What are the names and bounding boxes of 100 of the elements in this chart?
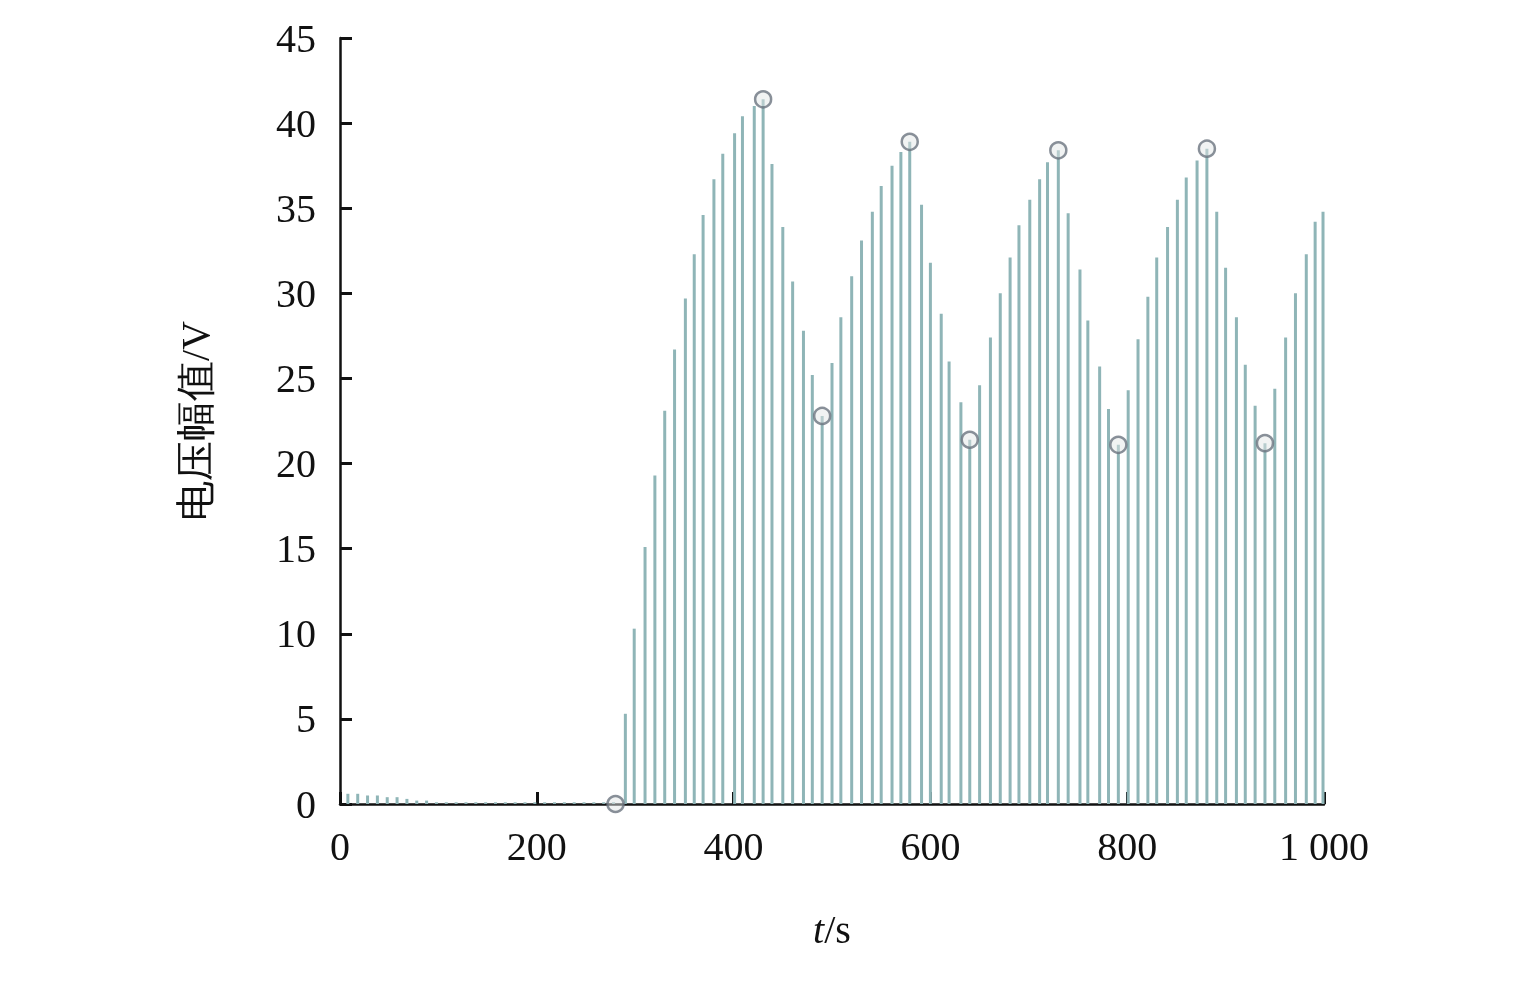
bar — [781, 226, 785, 804]
x-tick-label: 0 — [330, 823, 350, 869]
y-axis-title: 电压幅值/V — [172, 320, 218, 521]
bar — [1313, 221, 1317, 804]
bar — [395, 797, 399, 804]
bar — [375, 795, 379, 804]
bar — [1056, 150, 1060, 804]
bar — [385, 797, 389, 804]
bar — [879, 186, 883, 804]
bar — [978, 385, 982, 804]
bar — [810, 375, 814, 804]
bar — [850, 276, 854, 804]
bar — [1243, 364, 1247, 804]
bar — [1234, 317, 1238, 804]
bar — [1017, 225, 1021, 804]
bar — [346, 793, 350, 804]
y-tick-label: 25 — [276, 355, 316, 401]
bar — [770, 163, 774, 804]
bar — [791, 281, 795, 804]
point — [1255, 433, 1275, 453]
bar — [947, 361, 951, 804]
x-tick-label: 1 000 — [1279, 823, 1369, 869]
point — [812, 406, 832, 426]
x-tick-label: 200 — [506, 823, 567, 869]
bar — [752, 106, 756, 804]
bar — [1046, 162, 1049, 804]
bar — [692, 254, 696, 804]
bar — [663, 410, 667, 804]
bar — [405, 798, 409, 804]
bar — [733, 133, 737, 804]
bar — [920, 204, 924, 804]
y-tick-label: 10 — [276, 611, 316, 657]
bar — [870, 211, 874, 804]
bar — [1293, 293, 1297, 804]
bar — [1136, 339, 1140, 804]
y-tick-label: 45 — [276, 15, 316, 61]
bar — [1304, 254, 1308, 804]
point — [1049, 141, 1068, 160]
bar — [839, 317, 843, 804]
bar — [1028, 199, 1032, 804]
bar — [1086, 320, 1090, 804]
bar — [653, 475, 657, 804]
bar — [623, 713, 627, 804]
y-tick-label: 35 — [276, 185, 316, 231]
bar — [1205, 148, 1209, 804]
bar — [860, 240, 864, 804]
bar — [1175, 199, 1179, 804]
bar — [1263, 443, 1267, 804]
bar — [1284, 337, 1288, 804]
bar — [1107, 409, 1110, 804]
point — [1109, 435, 1128, 455]
bar — [1195, 160, 1199, 804]
y-tick-label: 30 — [276, 270, 316, 316]
bar — [632, 628, 636, 804]
bar — [740, 116, 744, 804]
point — [1197, 139, 1217, 158]
x-tick-label: 400 — [703, 823, 764, 869]
bar — [761, 99, 765, 804]
y-tick-label: 0 — [296, 781, 316, 827]
bar — [643, 546, 647, 804]
point — [960, 430, 980, 449]
bar — [1273, 388, 1277, 804]
bar — [1078, 269, 1082, 804]
bar — [890, 165, 894, 804]
bar — [968, 439, 972, 804]
bar — [1155, 257, 1159, 804]
bar — [425, 800, 429, 804]
bar — [928, 262, 932, 804]
bar — [415, 800, 419, 804]
bar — [1116, 444, 1120, 804]
bar — [1008, 257, 1012, 804]
bar — [939, 313, 943, 804]
x-tick-label: 600 — [900, 823, 961, 869]
bar — [1066, 213, 1070, 804]
bar — [356, 793, 360, 804]
bar — [366, 795, 370, 804]
bar — [712, 179, 716, 804]
x-tick-label: 800 — [1097, 823, 1158, 869]
bar — [1038, 179, 1042, 804]
bar — [988, 337, 992, 804]
bar — [908, 141, 912, 804]
point — [606, 794, 625, 814]
y-tick-label: 20 — [276, 441, 316, 487]
bar — [830, 363, 834, 804]
y-tick-label: 5 — [296, 696, 316, 742]
bar — [1215, 211, 1219, 804]
point — [753, 90, 773, 109]
bar — [683, 298, 687, 804]
bar — [701, 215, 705, 804]
bar — [1098, 366, 1102, 804]
bar — [959, 402, 963, 804]
bar — [1224, 267, 1228, 804]
bar — [899, 152, 903, 804]
bar — [1184, 177, 1188, 804]
bar — [721, 153, 725, 804]
bar — [1166, 226, 1170, 804]
bar — [1126, 390, 1130, 804]
bar — [1321, 211, 1325, 804]
bar — [801, 330, 805, 804]
bar — [673, 349, 677, 804]
